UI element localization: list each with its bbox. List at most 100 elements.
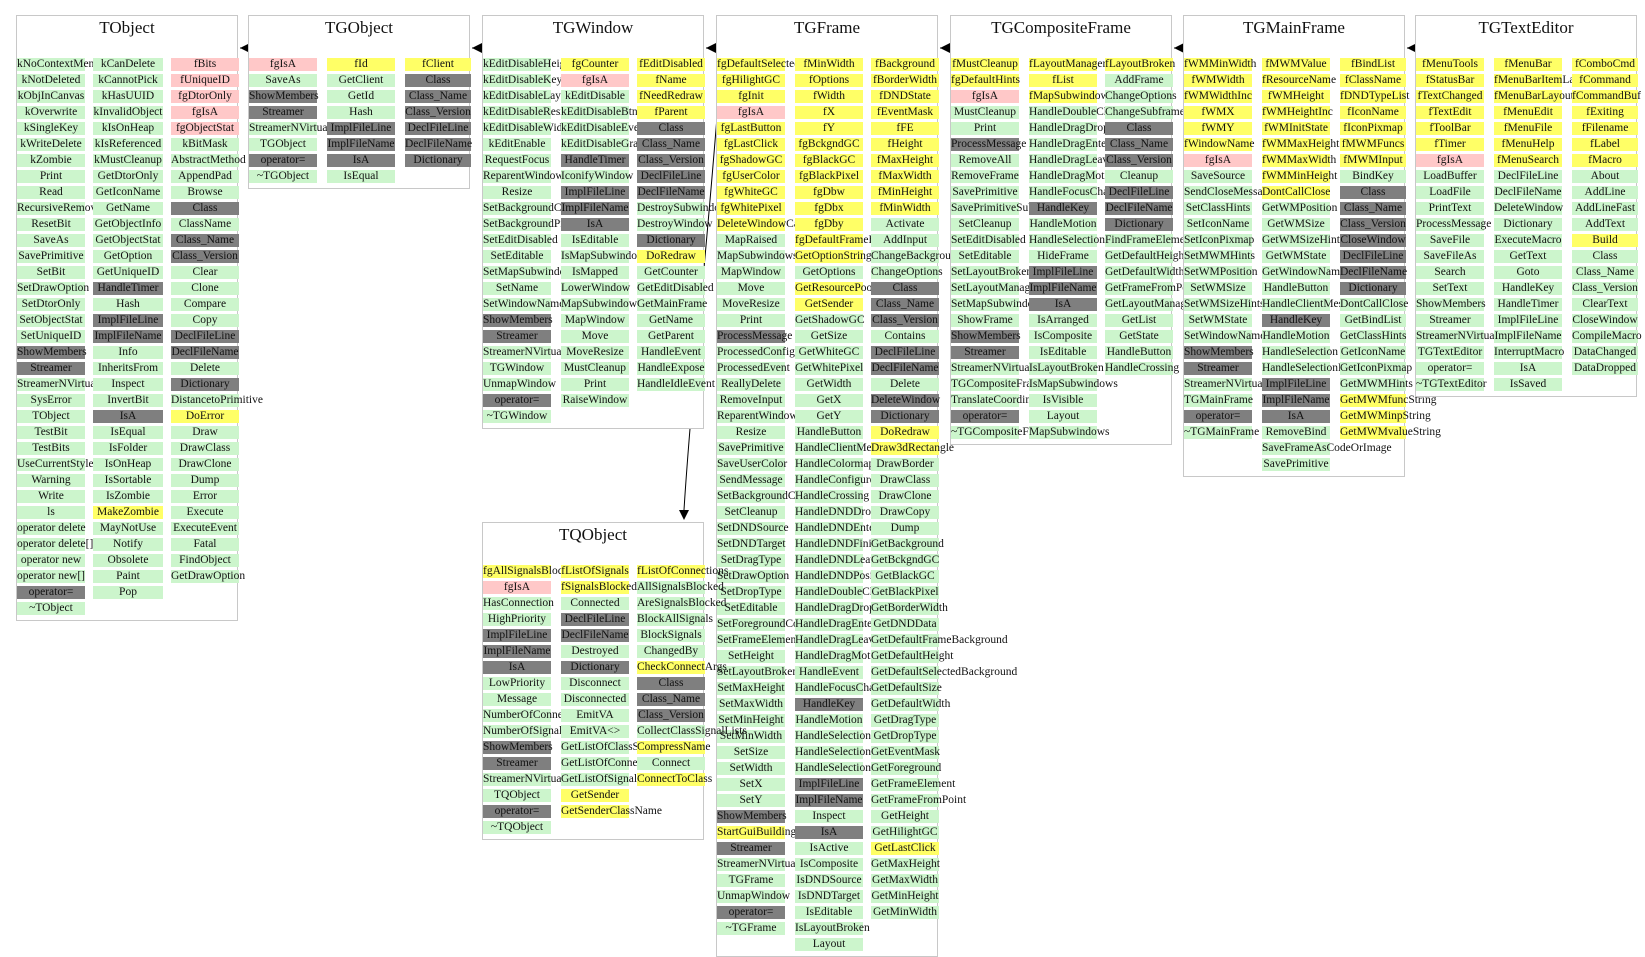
member-tgwindow: ~TGWindow [483, 410, 551, 423]
member-handletimer: HandleTimer [93, 282, 163, 295]
member-declfileline: DeclFileLine [405, 122, 471, 135]
member-streamer: Streamer [951, 346, 1019, 359]
member-fglastclick: fgLastClick [717, 138, 785, 151]
member-handleevent: HandleEvent [637, 346, 705, 359]
member-fgisa: fgIsA [951, 90, 1019, 103]
member-handlecolormapchange: HandleColormapChange [795, 458, 910, 471]
member-setbackgroundpixmap: SetBackgroundPixmap [483, 218, 590, 231]
member-fminheight: fMinHeight [871, 186, 939, 199]
member-move: Move [717, 282, 785, 295]
member-operator: operator= [1416, 362, 1484, 375]
member-handleclientmessage: HandleClientMessage [1262, 298, 1364, 311]
member-setwindowname: SetWindowName [1184, 330, 1266, 343]
member-implfileline: ImplFileLine [327, 122, 395, 135]
member-iscomposite: IsComposite [1029, 330, 1097, 343]
member-foptions: fOptions [795, 74, 863, 87]
member-setdroptype: SetDropType [717, 586, 785, 599]
member-class-name: Class_Name [637, 138, 705, 151]
member-tgmainframe: TGMainFrame [1184, 394, 1253, 407]
member-cleartext: ClearText [1572, 298, 1638, 311]
member-savesource: SaveSource [1184, 170, 1252, 183]
member-fmenuhelp: fMenuHelp [1494, 138, 1562, 151]
member-fname: fName [637, 74, 705, 87]
member-removeframe: RemoveFrame [951, 170, 1019, 183]
member-getlistofconnections: GetListOfConnections [561, 757, 666, 770]
member-handlebutton: HandleButton [795, 426, 863, 439]
member-implfilename: ImplFileName [1262, 394, 1330, 407]
member-declfileline: DeclFileLine [1340, 250, 1406, 263]
member-flayoutbroken: fLayoutBroken [1105, 58, 1176, 71]
member-fwmmaxheight: fWMMaxHeight [1262, 138, 1340, 151]
member-handledoubleclick: HandleDoubleClick [795, 586, 887, 599]
member-getsenderclassname: GetSenderClassName [561, 805, 662, 818]
member-changeoptions: ChangeOptions [871, 266, 943, 279]
member-getdnddata: GetDNDData [871, 618, 939, 631]
member-fexiting: fExiting [1572, 106, 1638, 119]
member-class: Class [1105, 122, 1173, 135]
member-fstatusbar: fStatusBar [1416, 74, 1484, 87]
member-handledoubleclick: HandleDoubleClick [1029, 106, 1121, 119]
member-hash: Hash [327, 106, 395, 119]
member-reparentwindow: ReparentWindow [483, 170, 564, 183]
member-datadropped: DataDropped [1572, 362, 1638, 375]
member-showmembers: ShowMembers [249, 90, 319, 103]
member-blocksignals: BlockSignals [637, 629, 705, 642]
member-fgshadowgc: fgShadowGC [717, 154, 785, 167]
member-handledragleave: HandleDragLeave [1029, 154, 1114, 167]
member-hash: Hash [93, 298, 163, 311]
member-fborderwidth: fBorderWidth [871, 74, 939, 87]
member-fwmmaxwidth: fWMMaxWidth [1262, 154, 1337, 167]
member-class: Class [637, 122, 705, 135]
member-flistofconnections: fListOfConnections [637, 565, 729, 578]
member-reallydelete: ReallyDelete [717, 378, 785, 391]
member-mapraised: MapRaised [717, 234, 785, 247]
member-getdefaultwidth: GetDefaultWidth [1105, 266, 1185, 279]
member-resize: Resize [717, 426, 785, 439]
class-title: TObject [99, 18, 155, 37]
member-geticonpixmap: GetIconPixmap [1340, 362, 1413, 375]
member-removeinput: RemoveInput [717, 394, 785, 407]
member-handlemotion: HandleMotion [1029, 218, 1097, 231]
member-translatecoordinates: TranslateCoordinates [951, 394, 1049, 407]
member-operator-new: operator new [17, 554, 85, 567]
member-destroyed: Destroyed [561, 645, 629, 658]
member-handledragenter: HandleDragEnter [795, 618, 877, 631]
member-implfilename: ImplFileName [483, 645, 551, 658]
member-iseditable: IsEditable [1029, 346, 1097, 359]
member-handledragdrop: HandleDragDrop [1029, 122, 1109, 135]
class-title: TGMainFrame [1243, 18, 1345, 37]
inheritance-arrowhead [1407, 43, 1417, 53]
member-implfileline: ImplFileLine [795, 778, 863, 791]
member-class-version: Class_Version [1340, 218, 1406, 231]
member-moveresize: MoveResize [561, 346, 629, 359]
member-layout: Layout [1029, 410, 1097, 423]
member-reparentwindow: ReparentWindow [717, 410, 798, 423]
member-streamer: Streamer [1416, 314, 1484, 327]
member-gethilightgc: GetHilightGC [871, 826, 939, 839]
member-fmwmfuncs: fMWMFuncs [1340, 138, 1406, 151]
member-fmenubarlayout: fMenuBarLayout [1494, 90, 1574, 103]
member-setcleanup: SetCleanup [951, 218, 1019, 231]
member-doerror: DoError [171, 410, 239, 423]
member-print: Print [717, 314, 785, 327]
member-handlefocuschange: HandleFocusChange [1029, 186, 1125, 199]
member-fclient: fClient [405, 58, 471, 71]
member-startguibuilding: StartGuiBuilding [717, 826, 797, 839]
member-dontcallclose: DontCallClose [1262, 186, 1331, 199]
member-implfileline: ImplFileLine [1262, 378, 1330, 391]
member-handledragdrop: HandleDragDrop [795, 602, 875, 615]
member-fwmminwidth: fWMMinWidth [1184, 58, 1257, 71]
member-tgobject: ~TGObject [249, 170, 317, 183]
member-print: Print [17, 170, 85, 183]
member-connecttoclass: ConnectToClass [637, 773, 713, 786]
member-handleselection: HandleSelection [1262, 346, 1339, 359]
member-isfolder: IsFolder [93, 442, 163, 455]
member-setlayoutbroken: SetLayoutBroken [717, 666, 799, 679]
member-getdroptype: GetDropType [871, 730, 939, 743]
member-declfileline: DeclFileLine [1105, 186, 1173, 199]
member-handledndenter: HandleDNDEnter [795, 522, 879, 535]
member-showmembers: ShowMembers [483, 314, 553, 327]
member-kwritedelete: kWriteDelete [17, 138, 85, 151]
member-notify: Notify [93, 538, 163, 551]
